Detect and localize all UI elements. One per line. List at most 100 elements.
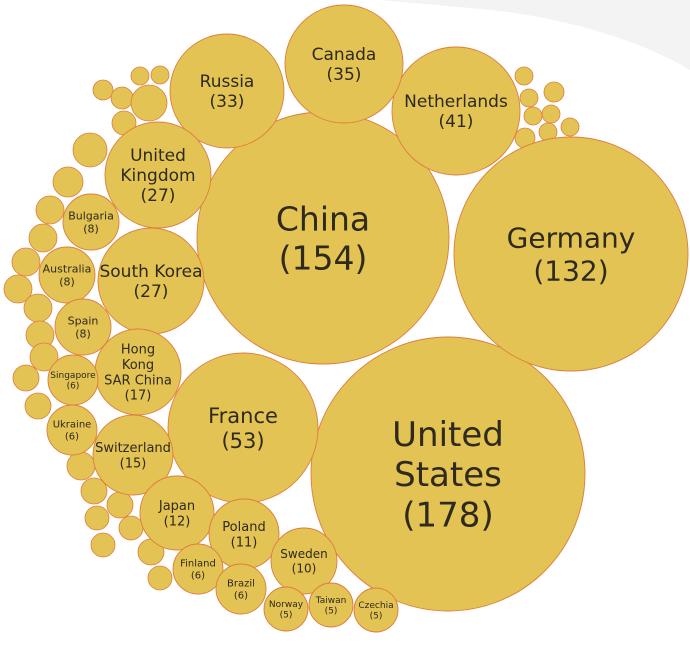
- bubble-south-korea: South Korea(27): [97, 227, 205, 335]
- filler-bubble: [150, 65, 170, 85]
- filler-bubble: [52, 166, 84, 198]
- bubble-sweden: Sweden(10): [270, 527, 338, 595]
- filler-bubble: [541, 104, 561, 124]
- bubble-circle-spain: [54, 298, 112, 356]
- bubble-circle-sweden: [270, 527, 338, 595]
- filler-bubble: [519, 88, 539, 108]
- bubble-label-netherlands: (41): [439, 112, 474, 132]
- bubble-label-singapore: Singapore: [50, 371, 96, 381]
- bubble-label-taiwan: Taiwan: [315, 596, 347, 606]
- bubble-brazil: Brazil(6): [215, 563, 267, 615]
- filler-bubble: [523, 106, 543, 126]
- filler-bubble: [130, 66, 150, 86]
- bubble-label-poland: (11): [231, 535, 258, 550]
- filler-bubble: [130, 84, 168, 122]
- bubble-label-finland: (6): [191, 571, 205, 582]
- bubble-label-ukraine: (6): [65, 432, 79, 443]
- bubble-circle-united-states: [310, 336, 586, 612]
- filler-bubble: [12, 364, 40, 392]
- bubble-label-germany: (132): [533, 255, 608, 288]
- bubble-label-netherlands: Netherlands: [404, 92, 508, 112]
- filler-bubble: [24, 392, 52, 420]
- bubble-label-japan: Japan: [158, 499, 195, 514]
- bubble-circle-brazil: [215, 563, 267, 615]
- bubble-label-switzerland: (15): [120, 456, 147, 471]
- bubble-label-united-states: United: [392, 415, 504, 455]
- bubble-circle-united-kingdom: [104, 121, 212, 229]
- bubble-label-china: China: [276, 199, 370, 238]
- bubble-label-united-states: States: [394, 455, 502, 495]
- bubble-russia: Russia(33): [169, 33, 285, 149]
- bubble-label-australia: Australia: [43, 262, 92, 275]
- filler-bubble: [118, 515, 144, 541]
- bubble-circle-switzerland: [92, 414, 174, 496]
- filler-bubble: [11, 247, 41, 277]
- bubble-label-hong-kong-sar-china: Kong: [122, 358, 154, 373]
- filler-bubble: [29, 342, 59, 372]
- bubble-norway: Norway(5): [263, 586, 309, 632]
- bubble-label-france: (53): [221, 429, 264, 453]
- filler-bubble: [92, 79, 114, 101]
- filler-bubble: [3, 274, 33, 304]
- bubble-bulgaria: Bulgaria(8): [62, 193, 120, 251]
- bubble-label-south-korea: (27): [134, 282, 169, 302]
- bubble-france: France(53): [167, 352, 319, 504]
- bubble-switzerland: Switzerland(15): [92, 414, 174, 496]
- bubble-label-spain: Spain: [68, 314, 99, 327]
- bubble-label-sweden: (10): [292, 561, 317, 575]
- bubble-circle-canada: [284, 4, 404, 124]
- bubble-label-bulgaria: Bulgaria: [68, 209, 114, 222]
- bubble-ukraine: Ukraine(6): [46, 404, 98, 456]
- bubble-circle-norway: [263, 586, 309, 632]
- bubble-czechia: Czechia(5): [353, 587, 399, 633]
- filler-bubble: [23, 293, 53, 323]
- bubble-circle-bulgaria: [62, 193, 120, 251]
- filler-bubble: [543, 81, 565, 103]
- bubble-label-singapore: (6): [67, 382, 80, 392]
- filler-bubble: [84, 505, 110, 531]
- bubble-taiwan: Taiwan(5): [308, 582, 354, 628]
- bubble-label-czechia: (5): [370, 612, 383, 622]
- bubble-circle-russia: [169, 33, 285, 149]
- bubble-circle-japan: [139, 475, 215, 551]
- bubble-label-canada: Canada: [312, 45, 377, 65]
- filler-bubble: [80, 477, 108, 505]
- bubble-label-france: France: [208, 404, 278, 428]
- bubble-label-hong-kong-sar-china: SAR China: [104, 373, 172, 388]
- bubble-label-hong-kong-sar-china: Hong: [121, 343, 155, 358]
- filler-bubble: [110, 86, 134, 110]
- filler-bubble: [66, 451, 96, 481]
- bubble-label-united-kingdom: United: [130, 146, 186, 166]
- bubble-circle-australia: [38, 246, 96, 304]
- bubble-label-australia: (8): [59, 275, 75, 288]
- filler-bubble: [72, 132, 108, 168]
- bubble-label-germany: Germany: [507, 222, 636, 255]
- bubble-japan: Japan(12): [139, 475, 215, 551]
- filler-bubble: [35, 195, 65, 225]
- filler-bubble: [90, 532, 116, 558]
- bubble-label-united-kingdom: Kingdom: [120, 166, 195, 186]
- filler-bubble: [560, 117, 580, 137]
- bubble-label-russia: Russia: [200, 72, 255, 92]
- bubble-label-south-korea: South Korea: [99, 262, 202, 282]
- filler-bubble: [106, 491, 134, 519]
- bubble-label-japan: (12): [164, 514, 191, 529]
- bubble-netherlands: Netherlands(41): [391, 46, 521, 176]
- background-swoosh-shape: [380, 0, 690, 70]
- bubble-label-united-kingdom: (27): [141, 186, 176, 206]
- bubble-label-ukraine: Ukraine: [53, 420, 92, 431]
- bubble-circle-czechia: [353, 587, 399, 633]
- bubble-label-canada: (35): [327, 65, 362, 85]
- bubble-label-switzerland: Switzerland: [95, 441, 171, 456]
- bubble-circle-germany: [453, 136, 689, 372]
- bubble-spain: Spain(8): [54, 298, 112, 356]
- bubble-label-brazil: Brazil: [227, 579, 255, 590]
- bubble-germany: Germany(132): [453, 136, 689, 372]
- bubble-circle-netherlands: [391, 46, 521, 176]
- filler-bubble: [28, 223, 58, 253]
- bubble-label-united-states: (178): [402, 495, 493, 535]
